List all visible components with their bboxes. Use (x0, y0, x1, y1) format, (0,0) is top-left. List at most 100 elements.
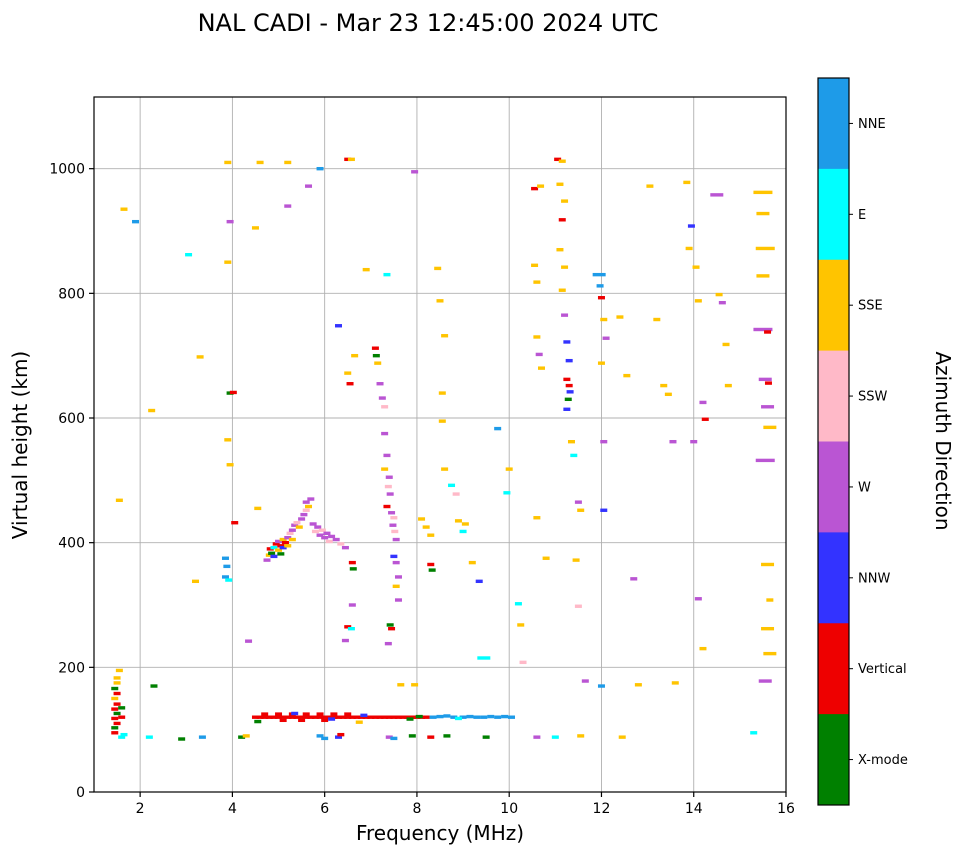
data-point (634, 683, 642, 687)
data-point (764, 381, 772, 385)
data-point (443, 734, 451, 738)
data-point (251, 715, 259, 719)
data-point (438, 419, 446, 423)
data-point (646, 184, 654, 188)
data-point (427, 562, 435, 567)
data-point (323, 531, 331, 536)
data-point (226, 219, 234, 224)
data-point (337, 542, 345, 546)
data-point (238, 735, 246, 739)
data-point (381, 467, 389, 471)
data-point (341, 638, 349, 643)
data-point (565, 383, 573, 388)
data-point (418, 517, 426, 521)
data-point (231, 521, 239, 525)
data-point (225, 578, 233, 582)
data-point (311, 529, 319, 534)
data-point (761, 626, 775, 631)
data-point (616, 315, 624, 319)
data-point (224, 160, 232, 165)
data-point (378, 396, 386, 400)
data-point (574, 604, 582, 608)
data-point (701, 417, 709, 421)
data-point (275, 715, 283, 719)
data-point (563, 340, 571, 344)
data-point (533, 335, 541, 339)
data-point (750, 731, 758, 735)
data-point (374, 361, 382, 365)
data-point (279, 545, 287, 550)
data-point (321, 715, 329, 719)
data-point (298, 715, 306, 719)
data-point (291, 711, 299, 716)
data-point (422, 715, 430, 719)
data-point (111, 716, 119, 721)
data-point (690, 439, 698, 444)
data-point (148, 408, 156, 413)
x-tick-label: 12 (593, 801, 611, 817)
data-point (120, 207, 128, 211)
data-point (270, 554, 278, 559)
data-point (671, 681, 679, 685)
data-point (295, 525, 303, 529)
data-point (561, 199, 569, 203)
data-point (519, 660, 527, 665)
data-point (279, 537, 287, 542)
data-point (443, 714, 451, 718)
data-point (224, 260, 232, 264)
data-point (565, 358, 573, 363)
data-point (664, 392, 672, 397)
data-point (753, 327, 773, 332)
data-point (242, 734, 250, 738)
data-point (270, 545, 278, 550)
data-point (341, 545, 349, 550)
data-point (533, 280, 541, 284)
data-point (567, 439, 575, 444)
data-point (517, 623, 525, 627)
data-point (577, 734, 585, 738)
data-point (384, 484, 392, 489)
data-point (178, 737, 186, 741)
data-point (224, 438, 232, 442)
data-point (279, 715, 287, 719)
colorbar-label-ssw: SSW (858, 390, 888, 405)
colorbar-segment-w (818, 441, 849, 533)
data-point (316, 533, 324, 537)
data-point (386, 492, 394, 496)
colorbar-label-vertical: Vertical (858, 662, 907, 677)
data-point (763, 651, 777, 656)
data-point (265, 715, 273, 719)
data-point (473, 715, 481, 719)
data-point (346, 382, 354, 386)
data-point (436, 714, 444, 719)
data-point (755, 246, 775, 251)
data-point (753, 190, 773, 195)
data-point (441, 467, 449, 471)
chart-title: NAL CADI - Mar 23 12:45:00 2024 UTC (198, 9, 659, 37)
data-point (261, 712, 269, 716)
data-point (600, 439, 608, 444)
data-point (556, 182, 564, 186)
data-point (268, 551, 276, 555)
data-point (251, 226, 259, 230)
data-point (284, 544, 292, 548)
data-point (556, 248, 564, 252)
plot-border (93, 96, 787, 793)
data-point (372, 353, 380, 358)
data-point (261, 715, 269, 719)
data-point (275, 712, 283, 716)
data-point (600, 317, 608, 322)
data-point (284, 535, 292, 540)
data-point (348, 715, 356, 719)
y-tick-label: 600 (58, 411, 85, 427)
data-point (415, 714, 423, 719)
data-point (436, 299, 444, 303)
data-point (284, 715, 292, 719)
data-point (113, 721, 121, 726)
data-point (221, 575, 229, 579)
data-point (385, 475, 393, 479)
data-point (275, 539, 283, 544)
data-point (597, 361, 605, 365)
data-point (318, 528, 326, 532)
